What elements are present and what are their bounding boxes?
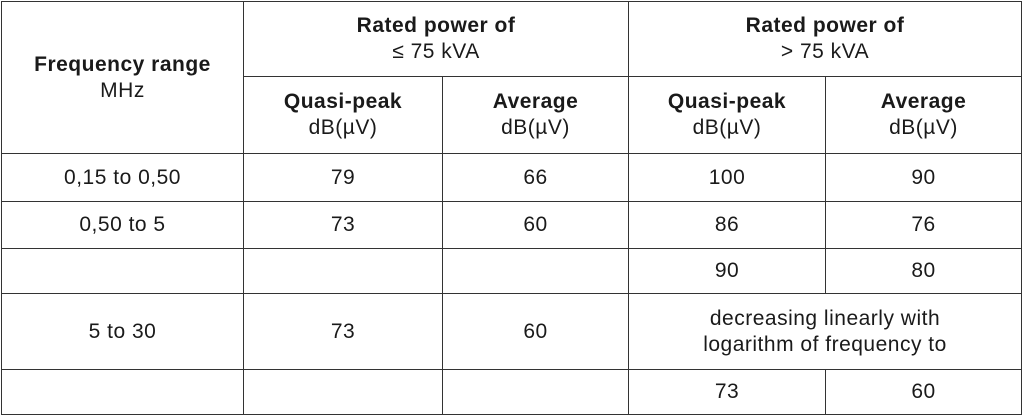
column-unit: dB(µV) <box>308 116 378 139</box>
group-title: Rated power of <box>745 14 905 37</box>
table-cell: 60 <box>442 293 629 370</box>
table-cell: 86 <box>628 201 826 249</box>
table-cell: 90 <box>628 248 826 294</box>
table-cell <box>1 369 244 415</box>
table-cell: 5 to 30 <box>1 293 244 370</box>
note-line: logarithm of frequency to <box>703 332 947 356</box>
column-header: Quasi-peak dB(µV) <box>243 76 443 154</box>
header-cell: Frequency range MHz <box>1 1 244 154</box>
column-unit: dB(µV) <box>692 116 762 139</box>
column-title: Quasi-peak <box>667 90 787 113</box>
header-row: Frequency range MHz Rated power of ≤ 75 … <box>1 1 1022 154</box>
column-title: Average <box>880 90 967 113</box>
table-cell <box>442 369 629 415</box>
table-cell <box>243 248 443 294</box>
group-header: Rated power of ≤ 75 kVA <box>243 1 629 77</box>
table-cell: 0,50 to 5 <box>1 201 244 249</box>
group-subtitle: ≤ 75 kVA <box>392 40 480 63</box>
group-title: Rated power of <box>356 14 516 37</box>
table-cell <box>442 248 629 294</box>
column-unit: dB(µV) <box>501 116 570 139</box>
column-title: Average <box>492 90 579 113</box>
table-row: 0,50 to 5 73 60 86 76 <box>1 201 1022 249</box>
table-cell: 100 <box>628 153 826 202</box>
column-header: Average dB(µV) <box>825 76 1022 154</box>
table-cell: 80 <box>825 248 1022 294</box>
header-title: Frequency range <box>34 52 211 76</box>
table-cell: 76 <box>825 201 1022 249</box>
table-cell: decreasing linearly with logarithm of fre… <box>628 293 1022 370</box>
column-title: Quasi-peak <box>283 90 403 113</box>
column-unit: dB(µV) <box>889 116 958 139</box>
table-body: 0,15 to 0,50 79 66 100 90 0,50 to 5 73 60 86 76 90… <box>1 153 1022 415</box>
table-row: 5 to 30 73 60 decreasing linearly with logar… <box>1 293 1022 370</box>
table-cell: 73 <box>628 369 826 415</box>
table-cell: 66 <box>442 153 629 202</box>
table-row: 73 60 <box>1 369 1022 415</box>
table-row: 90 80 <box>1 248 1022 294</box>
header-row: Quasi-peak dB(µV) Average dB(µV) Quasi-peak d… <box>2 76 1022 154</box>
group-header: Rated power of > 75 kVA <box>628 1 1022 77</box>
table-cell <box>1 248 244 294</box>
table-cell <box>243 369 443 415</box>
column-header: Average dB(µV) <box>442 76 629 154</box>
group-subtitle: > 75 kVA <box>780 40 870 63</box>
table-cell: 73 <box>243 293 443 370</box>
table-cell: 73 <box>243 201 443 249</box>
table-cell: 0,15 to 0,50 <box>1 153 244 202</box>
header-unit: MHz <box>100 78 145 102</box>
table-row: 0,15 to 0,50 79 66 100 90 <box>1 153 1022 202</box>
table-cell: 79 <box>243 153 443 202</box>
column-header: Quasi-peak dB(µV) <box>628 76 826 154</box>
table-cell: 60 <box>825 369 1022 415</box>
note-line: decreasing linearly with <box>709 306 941 330</box>
table-cell: 90 <box>825 153 1022 202</box>
table-cell: 60 <box>442 201 629 249</box>
